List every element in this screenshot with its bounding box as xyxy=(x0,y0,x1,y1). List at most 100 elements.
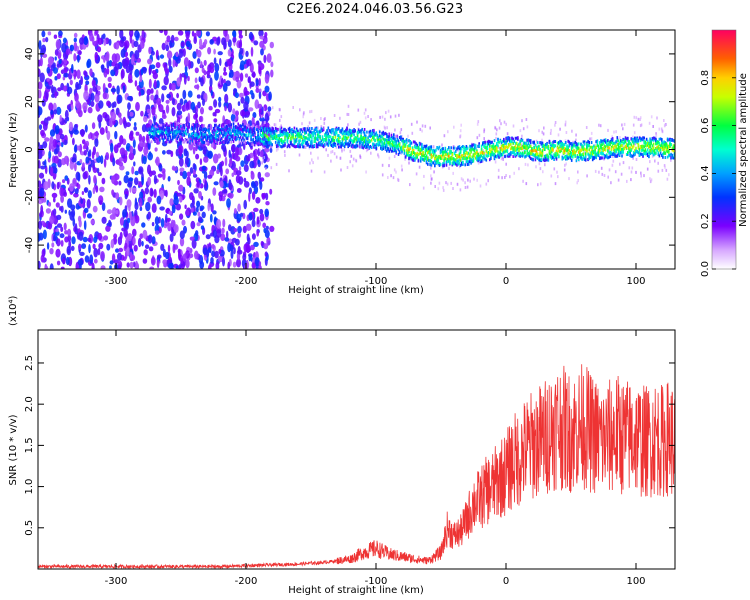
ridge-cell xyxy=(169,135,172,139)
ridge-cell xyxy=(526,152,528,156)
ridge-cell xyxy=(515,152,518,156)
ridge-cell xyxy=(441,147,443,151)
ridge-cell xyxy=(405,148,408,152)
ridge-cell xyxy=(562,146,565,150)
noise-cell xyxy=(349,160,351,164)
ridge-cell xyxy=(249,142,251,146)
ridge-cell xyxy=(185,132,188,136)
ridge-cell xyxy=(419,159,422,163)
ridge-cell xyxy=(610,151,613,155)
ridge-cell xyxy=(221,131,223,135)
noise-cell xyxy=(262,222,267,229)
ridge-cell xyxy=(445,157,448,161)
ridge-cell xyxy=(255,125,257,129)
noise-cell xyxy=(63,222,67,231)
noise-cell xyxy=(607,128,609,132)
noise-cell xyxy=(525,182,528,186)
noise-cell xyxy=(466,185,469,189)
noise-cell xyxy=(399,131,402,135)
ridge-cell xyxy=(603,138,606,142)
ridge-cell xyxy=(524,146,526,150)
noise-cell xyxy=(212,187,217,196)
noise-cell xyxy=(78,219,82,228)
ridge-cell xyxy=(339,135,341,139)
ridge-cell xyxy=(493,155,496,159)
ridge-cell xyxy=(531,151,533,155)
noise-cell xyxy=(159,104,164,113)
ridge-cell xyxy=(327,135,330,139)
ridge-cell xyxy=(382,137,385,141)
noise-cell xyxy=(494,126,497,130)
noise-cell xyxy=(219,180,224,188)
noise-cell xyxy=(347,113,350,116)
noise-cell xyxy=(232,108,236,115)
ridge-cell xyxy=(482,151,484,155)
noise-cell xyxy=(111,175,117,185)
noise-cell xyxy=(404,157,406,161)
ridge-cell xyxy=(306,137,309,141)
ridge-cell xyxy=(566,149,568,153)
ridge-cell xyxy=(539,150,541,154)
ridge-cell xyxy=(386,139,388,142)
ridge-cell xyxy=(191,136,194,140)
ridge-cell xyxy=(522,152,525,156)
noise-cell xyxy=(171,204,176,214)
noise-cell xyxy=(76,69,81,79)
noise-cell xyxy=(84,71,88,78)
ridge-cell xyxy=(409,153,411,157)
noise-cell xyxy=(182,253,187,262)
ridge-cell xyxy=(609,151,612,154)
ridge-cell xyxy=(236,130,238,134)
noise-cell xyxy=(132,228,137,237)
noise-cell xyxy=(178,251,181,261)
noise-cell xyxy=(38,232,41,242)
noise-cell xyxy=(51,192,58,198)
noise-cell xyxy=(590,137,593,141)
ridge-cell xyxy=(166,126,168,130)
noise-cell xyxy=(410,122,413,126)
noise-cell xyxy=(397,177,399,181)
ridge-cell xyxy=(315,126,318,130)
noise-cell xyxy=(49,139,53,150)
ridge-cell xyxy=(421,157,423,161)
ridge-cell xyxy=(201,132,203,135)
ridge-cell xyxy=(311,136,313,140)
noise-cell xyxy=(258,77,262,87)
ridge-cell xyxy=(183,125,186,129)
ridge-cell xyxy=(222,133,224,137)
ridge-cell xyxy=(162,125,165,129)
ridge-cell xyxy=(290,128,292,132)
noise-cell xyxy=(668,173,670,177)
ridge-cell xyxy=(407,145,409,149)
ridge-cell xyxy=(438,155,441,158)
noise-cell xyxy=(447,130,449,134)
noise-cell xyxy=(234,92,239,99)
ridge-cell xyxy=(350,133,353,137)
noise-cell xyxy=(133,244,138,252)
noise-cell xyxy=(256,230,260,237)
ridge-cell xyxy=(442,150,444,154)
ridge-cell xyxy=(408,139,410,143)
ridge-cell xyxy=(279,128,282,132)
noise-cell xyxy=(118,161,124,167)
ridge-cell xyxy=(272,127,275,131)
spectrogram-plot-area xyxy=(38,30,675,269)
noise-cell xyxy=(343,148,345,152)
ridge-cell xyxy=(149,125,152,129)
ridge-cell xyxy=(150,125,153,129)
ridge-cell xyxy=(555,154,558,158)
ridge-cell xyxy=(260,127,263,130)
ridge-cell xyxy=(307,133,310,137)
ridge-cell xyxy=(441,157,443,160)
noise-cell xyxy=(219,58,222,66)
noise-cell xyxy=(176,102,182,111)
noise-cell xyxy=(199,205,205,211)
ridge-cell xyxy=(239,124,242,128)
ridge-cell xyxy=(298,134,300,138)
noise-cell xyxy=(90,92,95,102)
ridge-cell xyxy=(215,123,217,127)
noise-cell xyxy=(83,142,88,149)
ridge-cell xyxy=(596,141,599,145)
ridge-cell xyxy=(174,122,176,126)
ridge-cell xyxy=(590,149,593,153)
